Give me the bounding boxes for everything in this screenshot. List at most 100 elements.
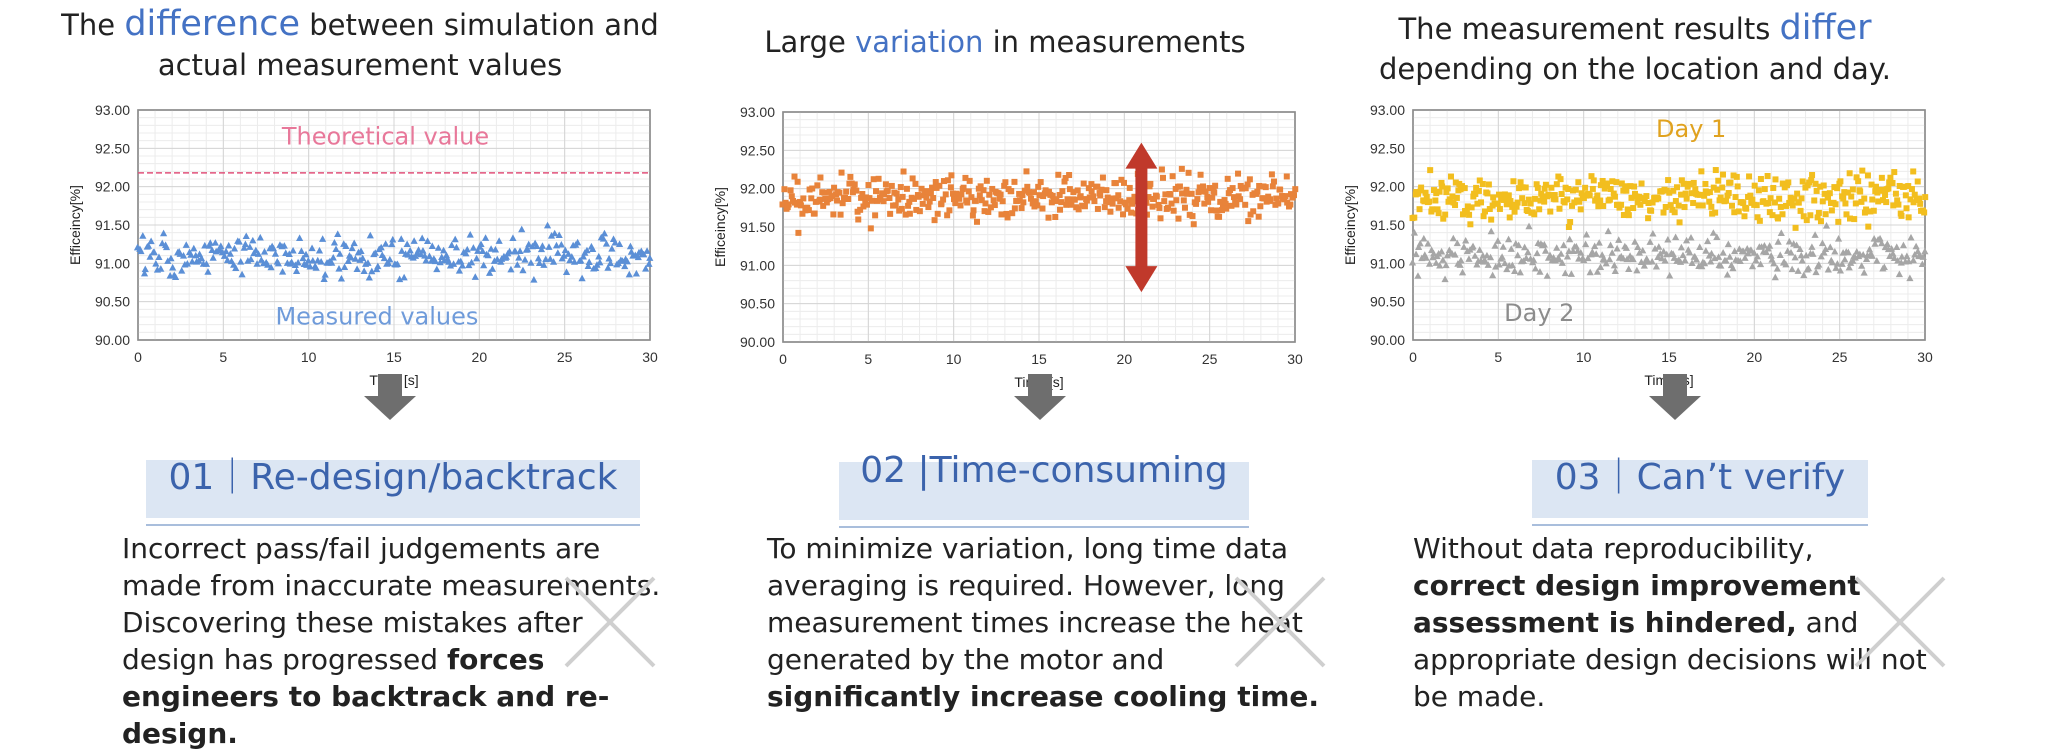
data-point [1749, 196, 1756, 203]
data-point [1641, 197, 1648, 204]
data-point [1475, 187, 1482, 194]
data-point [1511, 208, 1518, 215]
data-point [1771, 273, 1779, 281]
data-point [1649, 199, 1656, 206]
data-point [201, 241, 209, 249]
data-point [1507, 198, 1514, 205]
data-point [1522, 184, 1529, 191]
x-tick-label: 10 [1576, 349, 1592, 365]
data-point [433, 265, 441, 273]
data-point [545, 243, 553, 250]
data-point [1452, 179, 1459, 186]
data-point [319, 235, 327, 242]
data-point [1625, 265, 1633, 272]
data-point [330, 238, 339, 246]
x-tick-label: 20 [1117, 351, 1133, 367]
data-point [1488, 216, 1495, 223]
data-point [1540, 240, 1548, 248]
data-point [785, 201, 792, 208]
data-point [1433, 190, 1440, 197]
data-point [859, 191, 866, 198]
data-point [1479, 180, 1486, 187]
data-point [1809, 172, 1816, 179]
data-point [406, 246, 414, 254]
data-point [1569, 202, 1576, 209]
x-tick-label: 5 [1494, 349, 1502, 365]
data-point [1514, 251, 1522, 259]
data-point [1245, 218, 1252, 225]
data-point [1756, 260, 1765, 268]
data-point [977, 183, 984, 190]
data-point [208, 246, 216, 253]
data-point [1457, 186, 1464, 193]
data-point [1908, 186, 1915, 193]
data-point [1115, 192, 1122, 199]
data-point [875, 175, 882, 182]
data-point [888, 182, 895, 189]
data-point [1754, 214, 1761, 221]
data-point [344, 257, 352, 264]
data-point [309, 256, 317, 264]
data-point [923, 194, 930, 201]
data-point [357, 247, 365, 254]
data-point [1717, 194, 1724, 201]
data-point [845, 195, 852, 202]
data-point [1109, 200, 1116, 207]
data-point [540, 261, 548, 268]
heading-text: The [61, 8, 125, 42]
data-point [1717, 262, 1725, 269]
data-point [1873, 257, 1881, 264]
data-point [1598, 251, 1606, 258]
data-point [1696, 243, 1704, 250]
data-point [1185, 169, 1192, 176]
data-point [1732, 194, 1739, 201]
data-point [1618, 180, 1625, 187]
data-point [1603, 180, 1610, 187]
data-point [1649, 229, 1657, 237]
data-point [909, 175, 916, 182]
data-point [1886, 252, 1894, 259]
data-point [924, 188, 931, 195]
data-point [1503, 265, 1511, 273]
data-point [870, 176, 877, 183]
data-point [851, 181, 858, 188]
data-point [1878, 174, 1885, 181]
data-point [521, 256, 529, 263]
data-point [1661, 256, 1669, 264]
data-point [1826, 190, 1833, 197]
data-point [1633, 266, 1641, 274]
data-point [1792, 224, 1799, 231]
data-point [1660, 247, 1668, 255]
data-point [925, 204, 932, 211]
data-point [858, 194, 865, 201]
data-point [428, 242, 436, 250]
data-point [1068, 201, 1075, 208]
data-point [162, 243, 171, 251]
data-point [1576, 198, 1583, 205]
data-point [557, 240, 565, 248]
data-point [1489, 271, 1497, 279]
data-point [1678, 191, 1685, 198]
data-point [1195, 189, 1202, 196]
data-point [1695, 202, 1702, 209]
data-point [1522, 254, 1530, 262]
data-point [1697, 191, 1704, 198]
data-point [1504, 235, 1513, 243]
data-point [1655, 195, 1662, 202]
data-point [877, 196, 884, 203]
data-point [1833, 260, 1842, 267]
data-point [1595, 203, 1602, 210]
data-point [1707, 249, 1716, 257]
data-point [1648, 207, 1655, 214]
data-point [1869, 196, 1876, 203]
y-tick-label: 92.50 [95, 140, 130, 156]
data-point [782, 199, 789, 206]
data-point [1161, 198, 1168, 205]
data-point [516, 247, 524, 254]
data-point [1890, 202, 1897, 209]
data-point [1034, 202, 1041, 209]
data-point [841, 194, 848, 201]
heading-highlight: difference [124, 4, 301, 44]
data-point [1085, 185, 1092, 192]
data-point [299, 254, 307, 262]
